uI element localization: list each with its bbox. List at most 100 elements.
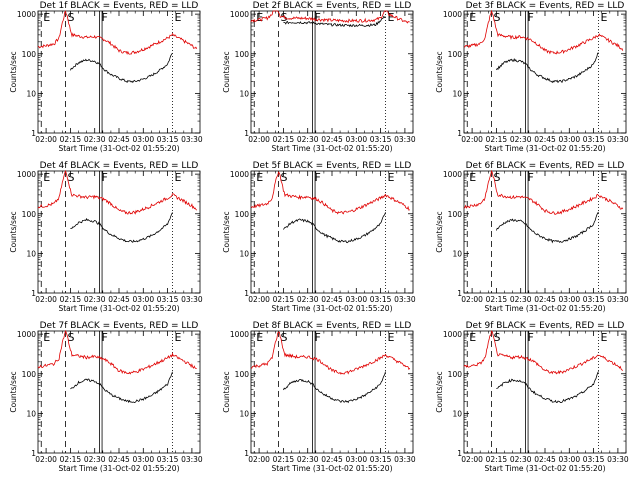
panel-title: Det 3f BLACK = Events, RED = LLD xyxy=(466,1,625,11)
plot-frame xyxy=(37,170,201,294)
x-tick-label: 03:30 xyxy=(394,455,416,464)
y-tick-label: 10 xyxy=(239,409,249,418)
x-axis-label: Start Time (31-Oct-02 01:55:20) xyxy=(58,304,179,313)
series-events-line xyxy=(496,52,599,84)
marker-label-f: F xyxy=(102,171,108,184)
panel-4: Det 4f BLACK = Events, RED = LLD 1 10 100 10… xyxy=(9,161,203,313)
y-axis-label: Counts/sec xyxy=(222,211,231,252)
plot-frame xyxy=(37,10,201,134)
marker-label-s: S xyxy=(68,11,75,24)
x-tick-label: 02:00 xyxy=(248,295,270,304)
marker-label-e: E xyxy=(469,11,476,24)
x-tick-label: 03:30 xyxy=(607,295,629,304)
y-tick-label: 100 xyxy=(235,50,250,59)
x-tick-label: 02:30 xyxy=(297,135,319,144)
x-tick-label: 02:15 xyxy=(486,455,508,464)
y-axis-label: Counts/sec xyxy=(9,51,18,92)
y-tick-label: 100 xyxy=(448,370,463,379)
y-axis-label: Counts/sec xyxy=(222,51,231,92)
x-tick-label: 03:15 xyxy=(370,455,392,464)
marker-label-e: E xyxy=(256,171,263,184)
panel-9: Det 9f BLACK = Events, RED = LLD 1 10 100 10… xyxy=(435,321,629,473)
y-tick-label: 10 xyxy=(239,89,249,98)
x-tick-label: 02:00 xyxy=(35,295,57,304)
y-axis-label: Counts/sec xyxy=(435,51,444,92)
marker-label-s: S xyxy=(68,331,75,344)
series-lld-line xyxy=(37,169,198,215)
x-tick-label: 02:45 xyxy=(534,135,556,144)
marker-label-e: E xyxy=(174,331,181,344)
x-tick-label: 02:15 xyxy=(273,455,295,464)
x-tick-label: 03:30 xyxy=(607,455,629,464)
y-axis-label: Counts/sec xyxy=(9,211,18,252)
x-tick-label: 03:30 xyxy=(607,135,629,144)
y-axis-label: Counts/sec xyxy=(9,371,18,412)
x-tick-label: 02:30 xyxy=(84,135,106,144)
x-tick-label: 03:30 xyxy=(181,455,203,464)
y-tick-label: 10 xyxy=(26,89,36,98)
x-tick-label: 03:00 xyxy=(132,135,154,144)
x-tick-label: 02:45 xyxy=(108,135,130,144)
series-events-line xyxy=(70,212,173,243)
x-tick-label: 02:15 xyxy=(60,135,82,144)
y-tick-label: 100 xyxy=(448,50,463,59)
marker-label-e: E xyxy=(600,11,607,24)
plot-frame xyxy=(37,330,201,454)
y-tick-label: 1 xyxy=(457,449,462,458)
y-tick-label: 100 xyxy=(22,210,37,219)
series-lld-line xyxy=(463,330,624,375)
marker-label-e: E xyxy=(469,171,476,184)
x-tick-label: 02:30 xyxy=(510,135,532,144)
panel-5: Det 5f BLACK = Events, RED = LLD 1 10 100 10… xyxy=(222,161,416,313)
plot-frame xyxy=(250,330,414,454)
x-tick-label: 03:30 xyxy=(181,295,203,304)
series-lld-line xyxy=(250,10,410,24)
series-events-line xyxy=(70,371,173,404)
panel-3: Det 3f BLACK = Events, RED = LLD 1 10 100 10… xyxy=(435,1,629,153)
x-tick-label: 02:45 xyxy=(534,295,556,304)
marker-label-e: E xyxy=(43,171,50,184)
plot-frame xyxy=(463,10,627,134)
y-tick-label: 100 xyxy=(235,210,250,219)
plot-frame xyxy=(463,330,627,454)
x-axis-label: Start Time (31-Oct-02 01:55:20) xyxy=(58,464,179,473)
series-lld-line xyxy=(463,9,624,55)
x-tick-label: 02:45 xyxy=(108,295,130,304)
plot-frame xyxy=(463,170,627,294)
marker-label-e: E xyxy=(256,11,263,24)
x-tick-label: 02:45 xyxy=(321,295,343,304)
y-axis-label: Counts/sec xyxy=(222,371,231,412)
x-tick-label: 02:00 xyxy=(35,455,57,464)
x-tick-label: 02:15 xyxy=(486,135,508,144)
y-tick-label: 10 xyxy=(452,249,462,258)
y-tick-label: 1 xyxy=(244,289,249,298)
x-axis-label: Start Time (31-Oct-02 01:55:20) xyxy=(484,464,605,473)
x-tick-label: 03:15 xyxy=(157,455,179,464)
x-axis-label: Start Time (31-Oct-02 01:55:20) xyxy=(58,144,179,153)
y-tick-label: 10 xyxy=(26,249,36,258)
panel-title: Det 4f BLACK = Events, RED = LLD xyxy=(40,161,199,171)
x-tick-label: 03:00 xyxy=(345,295,367,304)
y-axis-label: Counts/sec xyxy=(435,371,444,412)
panel-6: Det 6f BLACK = Events, RED = LLD 1 10 100 10… xyxy=(435,161,629,313)
marker-label-s: S xyxy=(281,11,288,24)
panel-title: Det 6f BLACK = Events, RED = LLD xyxy=(466,161,625,171)
x-tick-label: 02:00 xyxy=(461,455,483,464)
y-tick-label: 1 xyxy=(457,129,462,138)
series-lld-line xyxy=(37,10,198,55)
series-events-line xyxy=(283,15,386,28)
x-axis-label: Start Time (31-Oct-02 01:55:20) xyxy=(484,304,605,313)
x-tick-label: 03:00 xyxy=(558,455,580,464)
y-tick-label: 10 xyxy=(239,249,249,258)
y-tick-label: 1000 xyxy=(230,170,249,179)
panel-7: Det 7f BLACK = Events, RED = LLD 1 10 100 10… xyxy=(9,321,203,473)
y-tick-label: 1000 xyxy=(17,170,36,179)
x-tick-label: 02:15 xyxy=(273,295,295,304)
marker-label-s: S xyxy=(68,171,75,184)
x-tick-label: 02:45 xyxy=(321,455,343,464)
panel-1: Det 1f BLACK = Events, RED = LLD 1 10 100 10… xyxy=(9,1,203,153)
y-tick-label: 1 xyxy=(31,289,36,298)
panel-8: Det 8f BLACK = Events, RED = LLD 1 10 100 10… xyxy=(222,321,416,473)
x-tick-label: 02:45 xyxy=(108,455,130,464)
marker-label-e: E xyxy=(387,331,394,344)
